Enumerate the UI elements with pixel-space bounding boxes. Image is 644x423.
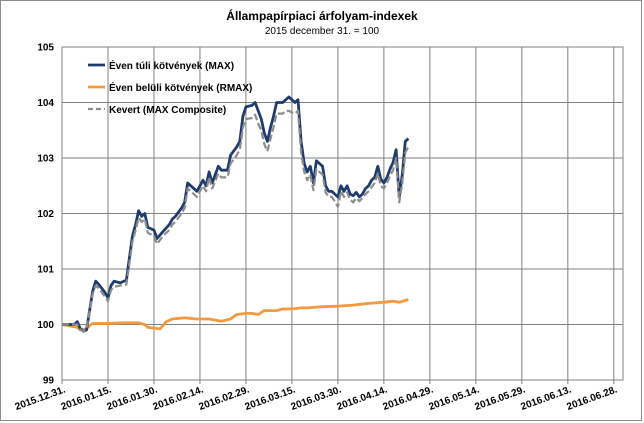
x-tick-label: 2016.05.29. xyxy=(473,384,527,412)
y-tick-label: 104 xyxy=(37,98,54,109)
chart-subtitle: 2015 december 31. = 100 xyxy=(265,26,380,37)
x-tick-label: 2015.12.31. xyxy=(14,384,68,412)
x-tick-label: 2016.03.30. xyxy=(290,384,344,412)
axis-layer: 99 100 101 102 103 104 105 2015.12.31.2016.01.1… xyxy=(14,43,624,413)
x-tick-label: 2016.05.14. xyxy=(427,384,481,412)
series-line-1 xyxy=(61,298,409,332)
plot-area-border xyxy=(61,46,624,381)
x-tick-label: 2016.02.29. xyxy=(198,384,252,412)
chart-title: Állampapírpiaci árfolyam-indexek xyxy=(226,8,418,23)
series-layer xyxy=(61,95,410,333)
series-line-2 xyxy=(62,109,410,333)
x-tick-label: 2016.02.14. xyxy=(152,384,206,412)
legend-label-1: Éven belüli kötvények (RMAX) xyxy=(109,81,252,94)
y-tick-label: 105 xyxy=(37,43,54,54)
legend-label-0: Éven túli kötvények (MAX) xyxy=(109,59,234,72)
x-tick-label: 2016.01.30. xyxy=(106,384,160,412)
series-line-0 xyxy=(62,95,410,333)
x-tick-label: 2016.06.28. xyxy=(565,384,619,412)
legend: Éven túli kötvények (MAX) Éven belüli köt… xyxy=(88,59,252,116)
x-tick-label: 2016.01.15. xyxy=(60,384,114,412)
x-tick-label: 2016.04.14. xyxy=(336,384,390,412)
x-tick-label: 2016.03.15. xyxy=(244,384,298,412)
legend-label-2: Kevert (MAX Composite) xyxy=(109,105,226,116)
x-tick-label: 2016.06.13. xyxy=(519,384,573,412)
y-tick-label: 102 xyxy=(37,209,54,220)
y-tick-label: 103 xyxy=(37,154,54,165)
x-tick-label: 2016.04.29. xyxy=(381,384,435,412)
y-tick-label: 100 xyxy=(37,320,54,331)
y-tick-label: 99 xyxy=(43,376,55,387)
y-tick-label: 101 xyxy=(37,265,54,276)
